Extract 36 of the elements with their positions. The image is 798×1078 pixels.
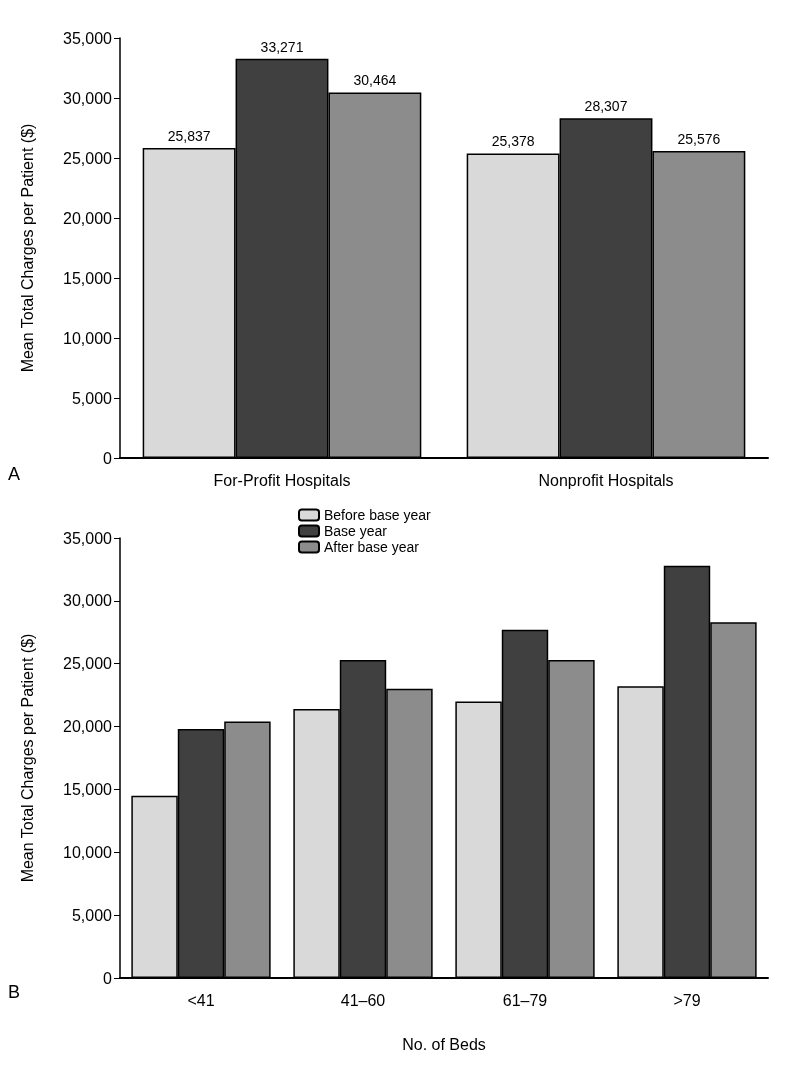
legend-label: After base year bbox=[324, 539, 420, 555]
y-tick-label: 30,000 bbox=[63, 89, 113, 107]
x-tick-label: 41–60 bbox=[340, 991, 386, 1009]
y-axis-title: Mean Total Charges per Patient ($) bbox=[18, 123, 36, 373]
y-tick-label: 35,000 bbox=[63, 29, 113, 47]
y-tick-label: 35,000 bbox=[63, 529, 113, 547]
x-tick-label: Nonprofit Hospitals bbox=[538, 471, 674, 489]
y-tick-label: 10,000 bbox=[63, 329, 113, 347]
x-tick-label: >79 bbox=[673, 991, 701, 1009]
data-label: 25,378 bbox=[491, 133, 535, 150]
data-label: 25,837 bbox=[167, 127, 211, 144]
y-tick-label: 20,000 bbox=[63, 718, 113, 736]
y-tick-label: 5,000 bbox=[71, 906, 113, 924]
y-tick-label: 25,000 bbox=[63, 655, 113, 673]
legend-label: Before base year bbox=[324, 507, 431, 523]
y-tick-label: 15,000 bbox=[63, 780, 113, 798]
y-tick-label: 25,000 bbox=[63, 149, 113, 167]
y-tick-label: 5,000 bbox=[71, 389, 113, 407]
legend-label: Base year bbox=[324, 523, 388, 539]
y-tick-label: 0 bbox=[103, 449, 113, 467]
y-tick-label: 15,000 bbox=[63, 269, 113, 287]
text: B bbox=[8, 982, 21, 1002]
data-label: 25,576 bbox=[677, 131, 721, 148]
text: A bbox=[8, 464, 21, 484]
y-tick-label: 20,000 bbox=[63, 209, 113, 227]
x-tick-label: 61–79 bbox=[502, 991, 548, 1009]
y-axis-title: Mean Total Charges per Patient ($) bbox=[18, 633, 36, 883]
y-tick-label: 0 bbox=[103, 969, 113, 987]
x-axis-title: No. of Beds bbox=[402, 1035, 486, 1053]
x-tick-label: <41 bbox=[187, 991, 215, 1009]
data-label: 33,271 bbox=[260, 38, 304, 55]
y-tick-label: 30,000 bbox=[63, 592, 113, 610]
data-label: 30,464 bbox=[353, 72, 397, 89]
data-label: 28,307 bbox=[584, 98, 628, 115]
y-tick-label: 10,000 bbox=[63, 843, 113, 861]
x-tick-label: For-Profit Hospitals bbox=[213, 471, 351, 489]
